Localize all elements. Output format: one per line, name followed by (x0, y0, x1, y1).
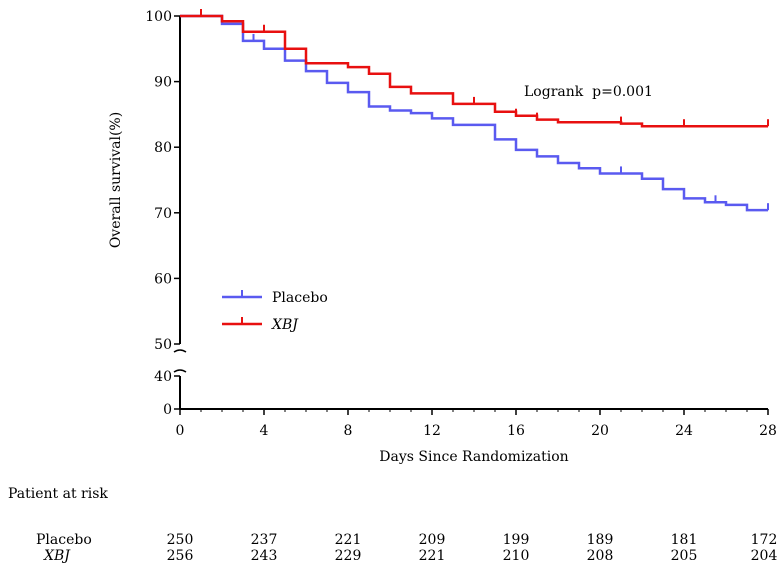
risk-cell: 172 (750, 532, 778, 548)
x-tick-label: 8 (344, 423, 353, 439)
risk-table-title: Patient at risk (8, 486, 108, 502)
legend-item-placebo: Placebo (222, 290, 328, 306)
risk-cell: 210 (502, 548, 530, 564)
y-axis-title: Overall survival(%) (108, 112, 124, 248)
risk-cell: 250 (166, 532, 194, 548)
y-tick-label: 100 (145, 9, 172, 25)
survival-chart: 50 60 70 80 90 100 0 40 0 4 8 12 16 20 24 28 Days Since … (108, 9, 777, 465)
axes: 50 60 70 80 90 100 0 40 0 4 8 12 16 20 24 28 Days Since … (108, 9, 777, 465)
x-tick-label: 16 (507, 423, 525, 439)
legend-label-placebo: Placebo (272, 290, 328, 306)
risk-cell: 209 (418, 532, 446, 548)
risk-cell: 181 (670, 532, 698, 548)
risk-cell: 256 (166, 548, 194, 564)
series-line-placebo (180, 14, 768, 212)
x-tick-label: 12 (423, 423, 441, 439)
series-layer (180, 9, 769, 212)
axis-break-mark-bottom (173, 369, 187, 373)
y-tick-label: 80 (154, 140, 172, 156)
risk-cell: 189 (586, 532, 614, 548)
risk-row-placebo: Placebo 250 237 221 209 199 189 181 172 (0, 532, 784, 548)
y-tick-label: 40 (154, 369, 172, 385)
risk-cell: 204 (750, 548, 778, 564)
x-tick-label: 24 (675, 423, 693, 439)
x-tick-label: 20 (591, 423, 609, 439)
legend-label-xbj: XBJ (271, 317, 299, 333)
risk-cell: 221 (334, 532, 362, 548)
risk-row-label: Placebo (36, 532, 92, 548)
y-tick-label: 50 (154, 337, 172, 353)
x-tick-label: 0 (176, 423, 185, 439)
risk-cell: 199 (502, 532, 530, 548)
risk-cell: 221 (418, 548, 446, 564)
risk-cell: 229 (334, 548, 362, 564)
risk-cell: 237 (250, 532, 278, 548)
y-tick-label: 70 (154, 206, 172, 222)
logrank-annotation: Logrank p=0.001 (524, 84, 653, 100)
risk-cell: 243 (250, 548, 278, 564)
y-tick-label: 60 (154, 271, 172, 287)
x-tick-label: 28 (759, 423, 777, 439)
axis-break-mark-top (173, 349, 187, 353)
risk-row-label: XBJ (44, 548, 70, 564)
y-tick-label: 90 (154, 75, 172, 91)
legend-item-xbj: XBJ (222, 317, 299, 333)
x-tick-label: 4 (260, 423, 269, 439)
legend: Placebo XBJ (222, 290, 328, 333)
x-axis-title: Days Since Randomization (379, 449, 568, 465)
series-line-xbj (180, 14, 768, 128)
risk-row-xbj: XBJ 256 243 229 221 210 208 205 204 (0, 548, 784, 564)
risk-cell: 205 (670, 548, 698, 564)
y-tick-label: 0 (163, 402, 172, 418)
risk-cell: 208 (586, 548, 614, 564)
